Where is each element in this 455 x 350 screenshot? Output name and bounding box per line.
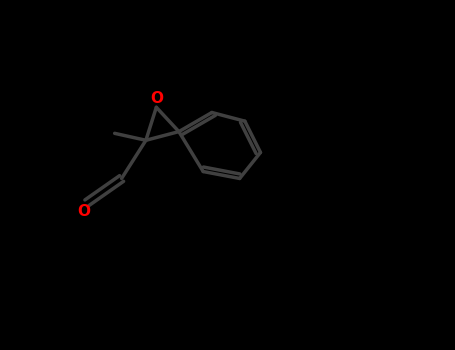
Text: O: O [78,204,91,219]
Text: O: O [150,91,163,106]
